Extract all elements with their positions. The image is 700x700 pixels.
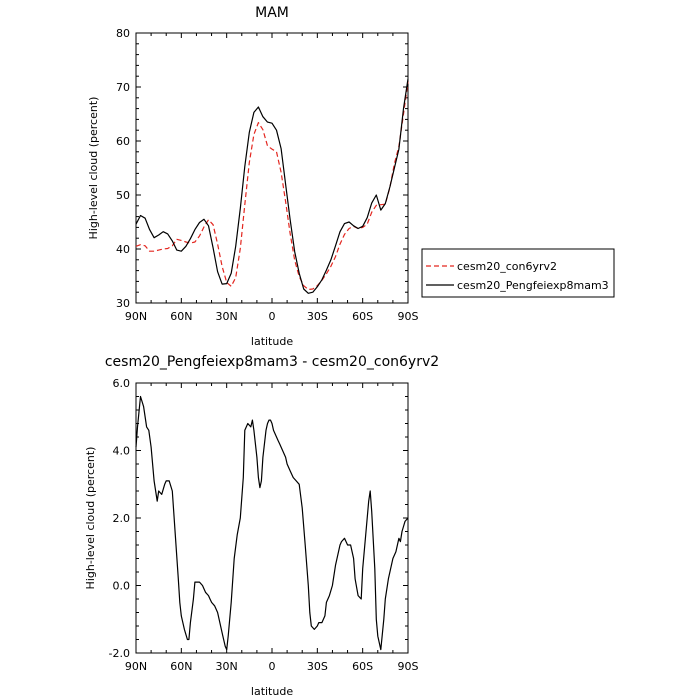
bottom-chart-x-tick-label: 60S [352,660,373,673]
bottom-chart-y-tick-label: -2.0 [109,647,130,660]
bottom-chart-y-tick-label: 4.0 [113,445,131,458]
bottom-chart-x-tick-label: 30S [307,660,328,673]
bottom-chart-x-tick-label: 90S [398,660,419,673]
bottom-chart-series [135,395,409,651]
top-chart-series [135,78,409,294]
bottom-chart-ticks: 90N 60N 30N 0 30S 60S 90S -2.0 0.0 2.0 4.0 6.0 [109,377,419,673]
top-chart-x-tick-label: 60S [352,310,373,323]
bottom-chart-x-tick-label: 90N [125,660,147,673]
bottom-chart-x-axis-label: latitude [251,685,293,698]
bottom-chart-y-tick-label: 6.0 [113,377,131,390]
top-chart-y-tick-label: 40 [116,243,130,256]
top-chart-y-tick-label: 30 [116,297,130,310]
bottom-chart: cesm20_Pengfeiexp8mam3 - cesm20_con6yrv2… [84,354,439,698]
top-chart-x-tick-label: 30S [307,310,328,323]
top-chart-plot-frame [135,32,409,304]
top-chart-y-tick-label: 70 [116,81,130,94]
legend-box [421,248,615,298]
bottom-chart-series-line-0 [135,395,409,651]
top-chart-x-tick-label: 30N [216,310,238,323]
top-chart-y-tick-label: 60 [116,135,130,148]
top-chart-x-tick-label: 0 [269,310,276,323]
bottom-chart-y-axis-label: High-level cloud (percent) [84,447,97,590]
legend: cesm20_con6yrv2 cesm20_Pengfeiexp8mam3 [421,248,615,298]
bottom-chart-title: cesm20_Pengfeiexp8mam3 - cesm20_con6yrv2 [105,354,439,370]
top-chart-x-tick-label: 60N [170,310,192,323]
top-chart-y-tick-label: 80 [116,27,130,40]
legend-label-pengfeiexp8mam3: cesm20_Pengfeiexp8mam3 [457,279,609,292]
legend-label-con6yrv2: cesm20_con6yrv2 [457,260,557,273]
top-chart-y-axis-label: High-level cloud (percent) [87,97,100,240]
top-chart-x-axis-label: latitude [251,335,293,348]
top-chart-ticks: 90N 60N 30N 0 30S 60S 90S 30 40 50 60 70 80 [116,27,419,323]
top-chart-series-line-1 [135,78,409,294]
bottom-chart-x-tick-label: 30N [216,660,238,673]
top-chart-title: MAM [255,5,289,21]
bottom-chart-x-tick-label: 60N [170,660,192,673]
top-chart-x-tick-label: 90N [125,310,147,323]
top-chart: MAM latitude High-level cloud (percent) … [87,5,419,348]
top-chart-x-tick-label: 90S [398,310,419,323]
top-chart-series-line-0 [135,81,409,291]
bottom-chart-y-tick-label: 2.0 [113,512,131,525]
top-chart-y-tick-label: 50 [116,189,130,202]
bottom-chart-y-tick-label: 0.0 [113,580,131,593]
bottom-chart-x-tick-label: 0 [269,660,276,673]
